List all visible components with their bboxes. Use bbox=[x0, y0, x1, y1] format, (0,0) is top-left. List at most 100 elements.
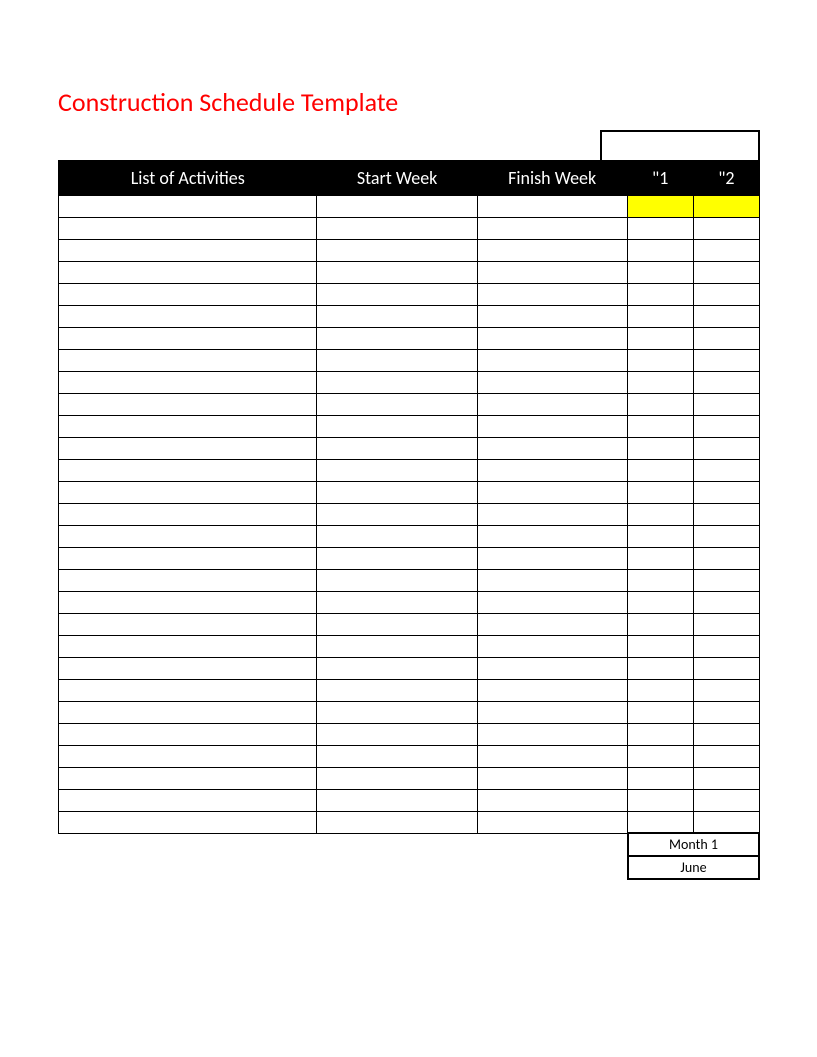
table-cell[interactable] bbox=[59, 702, 317, 724]
table-cell[interactable] bbox=[317, 570, 477, 592]
table-cell[interactable] bbox=[59, 526, 317, 548]
table-cell[interactable] bbox=[59, 416, 317, 438]
table-cell[interactable] bbox=[477, 504, 627, 526]
table-cell[interactable] bbox=[693, 768, 759, 790]
table-cell[interactable] bbox=[317, 812, 477, 834]
table-cell[interactable] bbox=[59, 768, 317, 790]
table-cell[interactable] bbox=[317, 658, 477, 680]
table-cell[interactable] bbox=[693, 680, 759, 702]
table-cell[interactable] bbox=[693, 218, 759, 240]
table-cell[interactable] bbox=[627, 658, 693, 680]
table-cell[interactable] bbox=[627, 526, 693, 548]
table-cell[interactable] bbox=[693, 570, 759, 592]
table-cell[interactable] bbox=[317, 438, 477, 460]
table-cell[interactable] bbox=[477, 636, 627, 658]
table-cell[interactable] bbox=[317, 262, 477, 284]
table-cell[interactable] bbox=[693, 592, 759, 614]
table-cell[interactable] bbox=[693, 636, 759, 658]
table-cell[interactable] bbox=[477, 812, 627, 834]
table-cell[interactable] bbox=[477, 746, 627, 768]
table-cell[interactable] bbox=[693, 394, 759, 416]
table-cell[interactable] bbox=[693, 526, 759, 548]
table-cell[interactable] bbox=[477, 218, 627, 240]
table-cell[interactable] bbox=[693, 306, 759, 328]
table-cell[interactable] bbox=[317, 394, 477, 416]
table-cell[interactable] bbox=[59, 504, 317, 526]
table-cell[interactable] bbox=[693, 438, 759, 460]
table-cell[interactable] bbox=[317, 504, 477, 526]
table-cell[interactable] bbox=[59, 746, 317, 768]
table-cell[interactable] bbox=[477, 526, 627, 548]
table-cell[interactable] bbox=[59, 724, 317, 746]
table-cell[interactable] bbox=[317, 526, 477, 548]
table-cell[interactable] bbox=[627, 724, 693, 746]
table-cell[interactable] bbox=[59, 812, 317, 834]
table-cell[interactable] bbox=[627, 504, 693, 526]
table-cell[interactable] bbox=[477, 570, 627, 592]
table-cell[interactable] bbox=[59, 196, 317, 218]
table-cell[interactable] bbox=[59, 372, 317, 394]
table-cell[interactable] bbox=[477, 680, 627, 702]
table-cell[interactable] bbox=[59, 460, 317, 482]
table-cell[interactable] bbox=[59, 218, 317, 240]
table-cell[interactable] bbox=[627, 394, 693, 416]
table-cell[interactable] bbox=[693, 548, 759, 570]
table-cell[interactable] bbox=[477, 350, 627, 372]
table-cell[interactable] bbox=[317, 460, 477, 482]
table-cell[interactable] bbox=[693, 460, 759, 482]
table-cell[interactable] bbox=[627, 438, 693, 460]
table-cell[interactable] bbox=[59, 262, 317, 284]
table-cell[interactable] bbox=[477, 394, 627, 416]
table-cell[interactable] bbox=[477, 702, 627, 724]
table-cell[interactable] bbox=[693, 196, 759, 218]
table-cell[interactable] bbox=[59, 680, 317, 702]
table-cell[interactable] bbox=[317, 746, 477, 768]
table-cell[interactable] bbox=[59, 438, 317, 460]
table-cell[interactable] bbox=[317, 196, 477, 218]
table-cell[interactable] bbox=[627, 614, 693, 636]
table-cell[interactable] bbox=[693, 482, 759, 504]
table-cell[interactable] bbox=[59, 570, 317, 592]
table-cell[interactable] bbox=[317, 482, 477, 504]
table-cell[interactable] bbox=[627, 262, 693, 284]
table-cell[interactable] bbox=[59, 548, 317, 570]
table-cell[interactable] bbox=[477, 768, 627, 790]
table-cell[interactable] bbox=[627, 350, 693, 372]
table-cell[interactable] bbox=[477, 614, 627, 636]
table-cell[interactable] bbox=[317, 240, 477, 262]
table-cell[interactable] bbox=[59, 636, 317, 658]
table-cell[interactable] bbox=[317, 702, 477, 724]
table-cell[interactable] bbox=[317, 350, 477, 372]
table-cell[interactable] bbox=[627, 768, 693, 790]
table-cell[interactable] bbox=[317, 724, 477, 746]
table-cell[interactable] bbox=[477, 592, 627, 614]
table-cell[interactable] bbox=[59, 592, 317, 614]
table-cell[interactable] bbox=[477, 372, 627, 394]
table-cell[interactable] bbox=[477, 548, 627, 570]
table-cell[interactable] bbox=[477, 416, 627, 438]
table-cell[interactable] bbox=[627, 812, 693, 834]
table-cell[interactable] bbox=[627, 218, 693, 240]
table-cell[interactable] bbox=[59, 614, 317, 636]
table-cell[interactable] bbox=[477, 482, 627, 504]
table-cell[interactable] bbox=[317, 592, 477, 614]
table-cell[interactable] bbox=[627, 306, 693, 328]
table-cell[interactable] bbox=[627, 460, 693, 482]
table-cell[interactable] bbox=[693, 724, 759, 746]
table-cell[interactable] bbox=[627, 790, 693, 812]
table-cell[interactable] bbox=[477, 658, 627, 680]
table-cell[interactable] bbox=[627, 196, 693, 218]
table-cell[interactable] bbox=[59, 482, 317, 504]
table-cell[interactable] bbox=[627, 636, 693, 658]
table-cell[interactable] bbox=[477, 460, 627, 482]
table-cell[interactable] bbox=[627, 240, 693, 262]
table-cell[interactable] bbox=[317, 218, 477, 240]
table-cell[interactable] bbox=[477, 438, 627, 460]
table-cell[interactable] bbox=[693, 746, 759, 768]
table-cell[interactable] bbox=[317, 548, 477, 570]
table-cell[interactable] bbox=[317, 636, 477, 658]
table-cell[interactable] bbox=[627, 680, 693, 702]
table-cell[interactable] bbox=[627, 592, 693, 614]
table-cell[interactable] bbox=[627, 372, 693, 394]
table-cell[interactable] bbox=[627, 570, 693, 592]
